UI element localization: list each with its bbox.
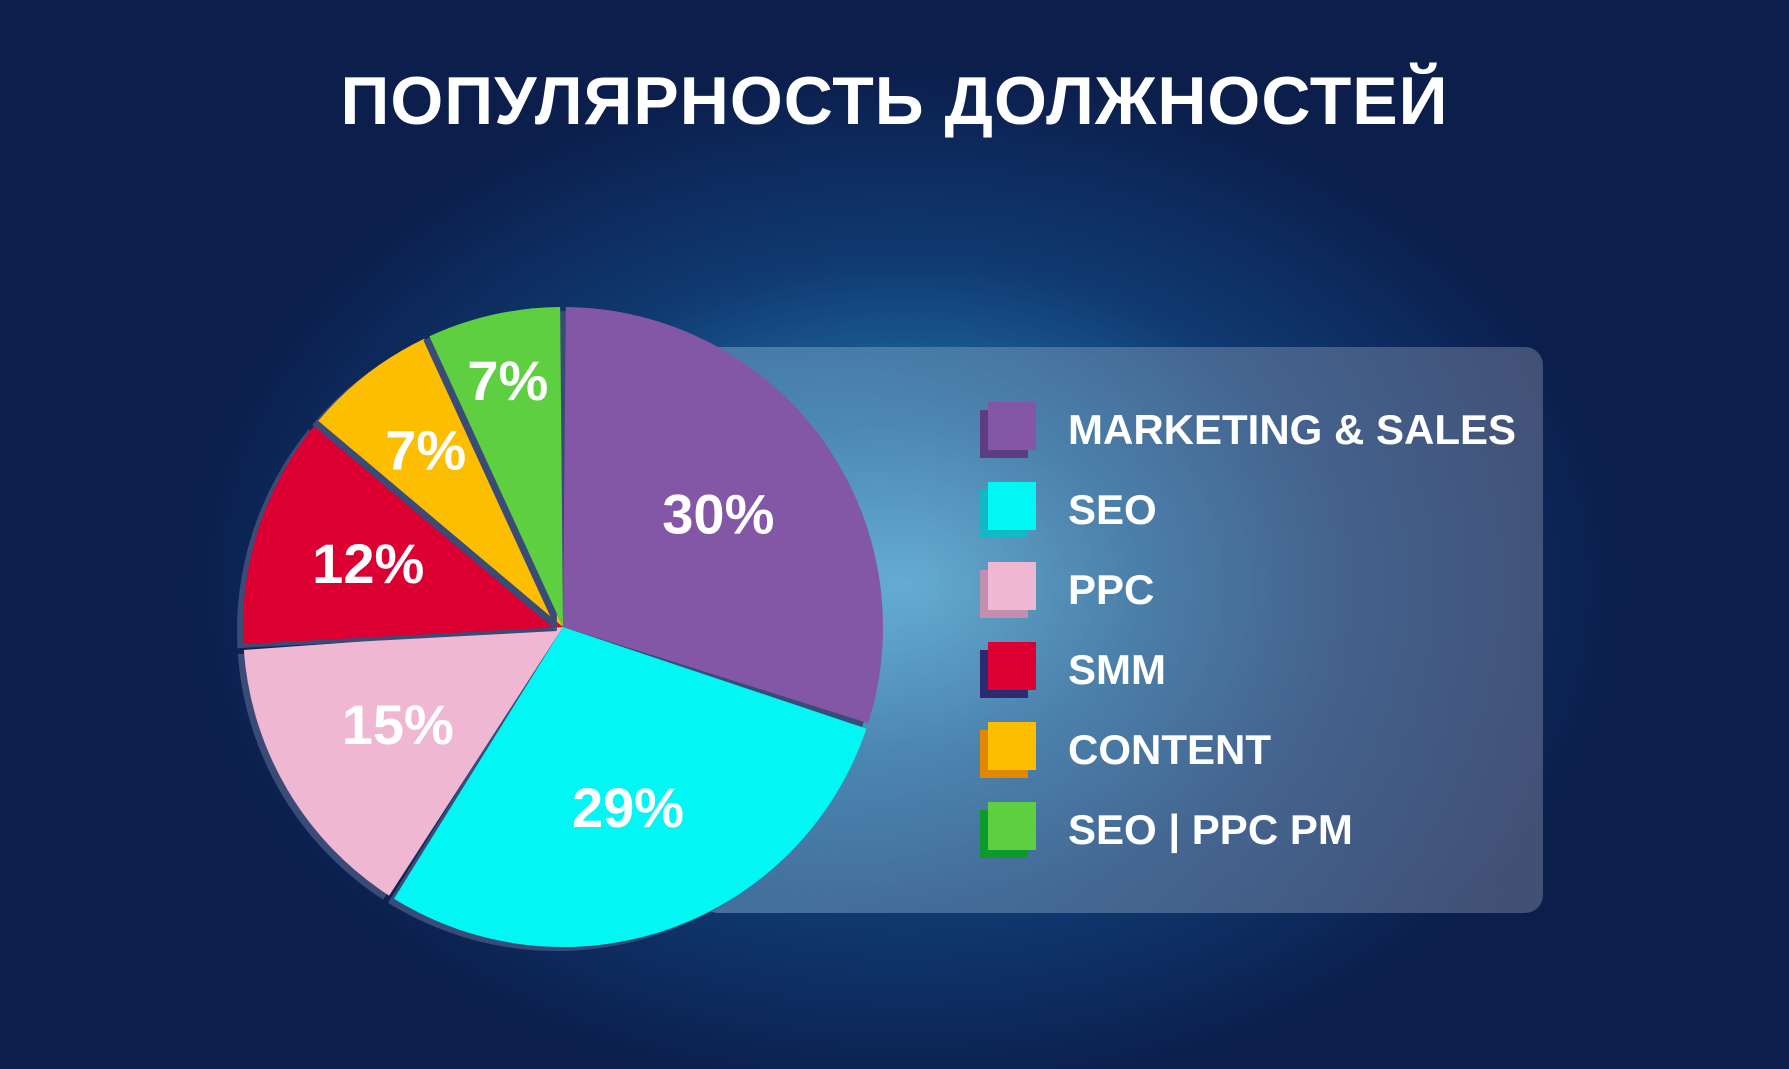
legend-swatch [980, 642, 1036, 698]
pie-slice-label: 7% [385, 419, 466, 482]
legend-label: SEO | PPC PM [1068, 806, 1353, 853]
legend-swatch [980, 802, 1036, 858]
legend-swatch [980, 562, 1036, 618]
legend-item-smm: SMM [980, 630, 1516, 710]
legend-item-content: CONTENT [980, 710, 1516, 790]
pie-slice-label: 15% [342, 693, 454, 756]
legend-item-seo: SEO [980, 470, 1516, 550]
legend-label: PPC [1068, 566, 1155, 613]
pie-slice-smm [243, 425, 563, 645]
legend-item-marketing-sales: MARKETING & SALES [980, 390, 1516, 470]
legend-label: SMM [1068, 646, 1166, 693]
legend-label: SEO [1068, 486, 1157, 533]
pie-slice-label: 30% [662, 483, 774, 546]
legend-swatch [980, 722, 1036, 778]
legend-label: CONTENT [1068, 726, 1271, 773]
legend-label: MARKETING & SALES [1068, 406, 1517, 453]
pie-slice-seo-ppc-pm [429, 307, 563, 627]
legend-swatch [980, 482, 1036, 538]
legend-swatch [980, 402, 1036, 458]
pie-slice-content [318, 338, 563, 627]
pie-slice-ppc [243, 627, 564, 896]
pie-slice-label: 7% [467, 349, 548, 412]
pie-slice-label: 29% [572, 776, 684, 839]
pie-slice-label: 12% [312, 532, 424, 595]
chart-title: ПОПУЛЯРНОСТЬ ДОЛЖНОСТЕЙ [340, 63, 1449, 139]
legend: MARKETING & SALES SEO PPC SMM CONTENT SE… [980, 390, 1516, 870]
pie-slice-marketing-sales [563, 307, 883, 724]
legend-item-seo-ppc-pm: SEO | PPC PM [980, 790, 1516, 870]
legend-item-ppc: PPC [980, 550, 1516, 630]
pie-slice-seo [393, 627, 867, 948]
